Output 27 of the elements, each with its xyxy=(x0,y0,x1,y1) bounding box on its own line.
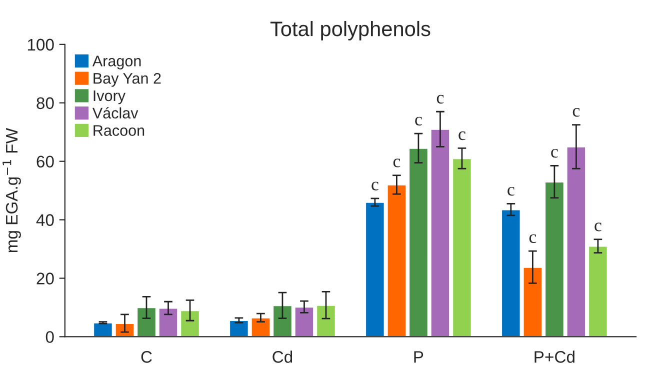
chart-title: Total polyphenols xyxy=(270,20,430,40)
data-label: c xyxy=(572,108,580,117)
data-label: c xyxy=(393,158,400,168)
y-tick-label: 0 xyxy=(46,331,54,343)
y-tick-label: 40 xyxy=(36,214,54,226)
data-label: c xyxy=(436,94,444,104)
x-tick-label: P+Cd xyxy=(534,350,574,363)
data-label: c xyxy=(508,186,514,196)
data-label: c xyxy=(594,222,602,232)
y-tick-label: 100 xyxy=(28,38,54,51)
x-tick-label: C xyxy=(141,351,152,363)
legend-label: Aragon xyxy=(92,56,141,70)
y-tick-label: 80 xyxy=(36,97,54,110)
legend-label: Racoon xyxy=(94,125,144,136)
x-tick-label: Cd xyxy=(272,350,292,363)
legend-label: Ivory xyxy=(94,90,126,104)
legend-label: Václav xyxy=(92,107,138,119)
y-axis-title: mg EGA.g$^{−1}$ FW xyxy=(2,128,21,252)
y-tick-label: 60 xyxy=(36,156,54,168)
legend-label: Bay Yan 2 xyxy=(94,72,161,87)
x-tick-label: P xyxy=(414,351,424,363)
data-label: c xyxy=(551,148,558,158)
data-label: c xyxy=(372,182,378,190)
data-label: c xyxy=(415,116,422,126)
data-label: c xyxy=(458,131,466,140)
data-label: c xyxy=(529,234,536,244)
y-tick-label: 20 xyxy=(36,272,54,284)
